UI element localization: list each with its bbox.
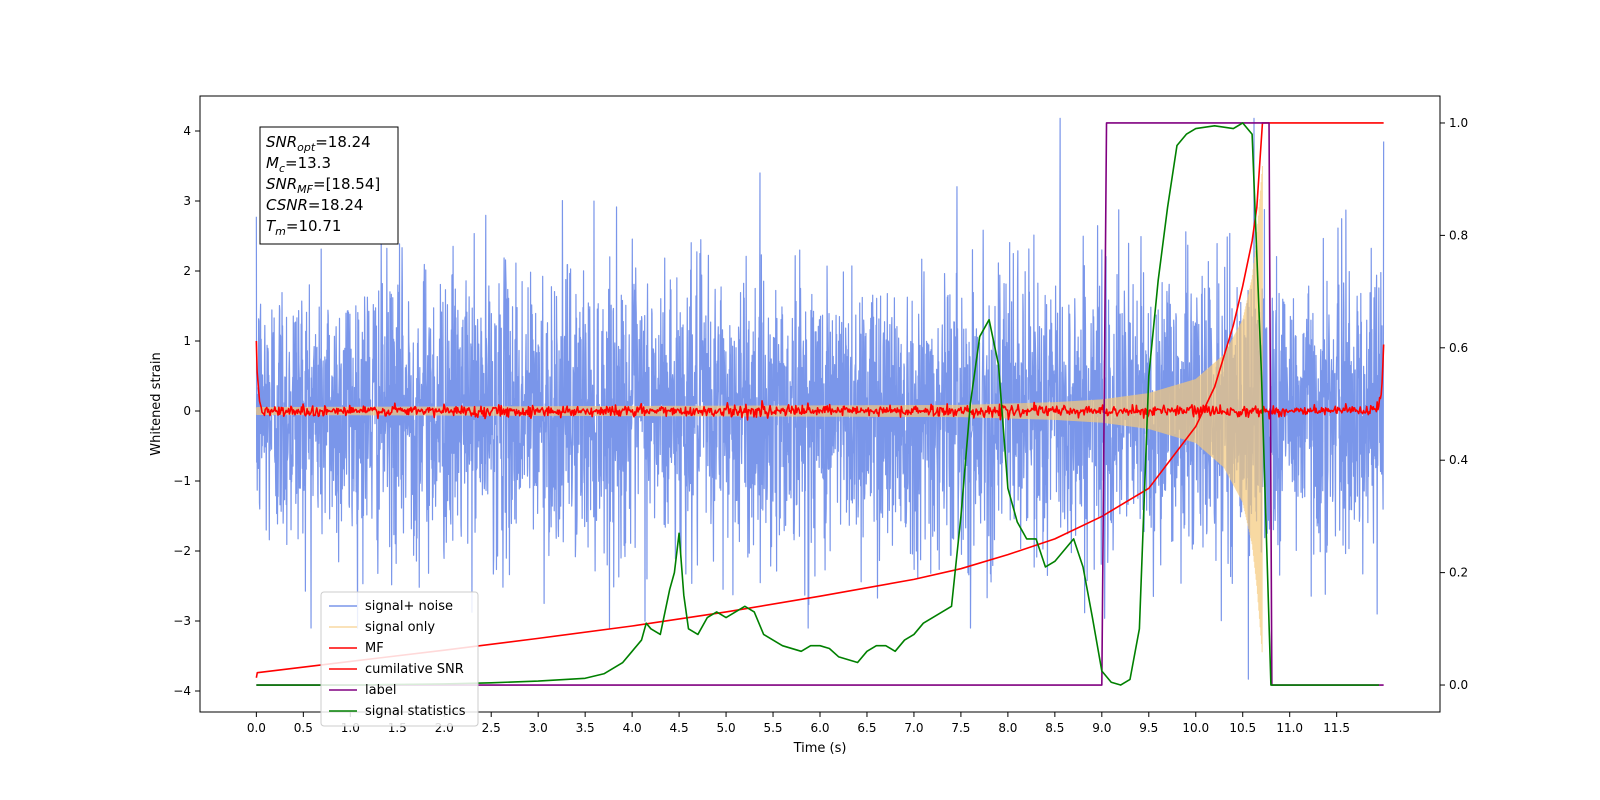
- y-tick-label: 0: [183, 404, 191, 418]
- y-tick-label: −1: [173, 474, 191, 488]
- y-tick-label: −4: [173, 684, 191, 698]
- x-tick-label: 7.0: [904, 721, 923, 735]
- annotation-variable: CSNR: [266, 196, 308, 214]
- annotation-value: =[18.54]: [313, 175, 380, 193]
- x-tick-label: 8.5: [1045, 721, 1064, 735]
- x-tick-label: 10.5: [1229, 721, 1256, 735]
- x-tick-label: 3.0: [529, 721, 548, 735]
- x-tick-label: 4.0: [623, 721, 642, 735]
- annotation-line: CSNR=18.24: [266, 196, 363, 214]
- x-tick-label: 11.5: [1323, 721, 1350, 735]
- y2-tick-label: 0.8: [1449, 228, 1468, 242]
- annotation-subscript: m: [275, 225, 286, 238]
- y-tick-label: −2: [173, 544, 191, 558]
- legend-label: signal+ noise: [365, 599, 453, 614]
- x-tick-label: 10.0: [1182, 721, 1209, 735]
- annotation-line: SNRMF=[18.54]: [266, 175, 380, 196]
- annotation-subscript: opt: [297, 141, 316, 154]
- x-tick-label: 11.0: [1276, 721, 1303, 735]
- y-axis-left: −4 −3 −2 −1 0 1 2 3 4: [173, 124, 200, 698]
- legend-label: signal only: [365, 620, 435, 635]
- legend-label: label: [365, 683, 396, 698]
- y2-tick-label: 0.4: [1449, 453, 1468, 467]
- y-tick-label: −3: [173, 614, 191, 628]
- annotation-subscript: c: [279, 162, 285, 175]
- x-tick-label: 5.5: [763, 721, 782, 735]
- legend-label: MF: [365, 641, 384, 656]
- legend-frame: [320, 591, 479, 727]
- x-tick-label: 4.5: [670, 721, 689, 735]
- annotation-subscript: MF: [297, 183, 313, 196]
- metrics-annotation-box: SNRopt=18.24Mc=13.3SNRMF=[18.54]CSNR=18.…: [259, 126, 399, 245]
- series-line-5: [256, 122, 1379, 686]
- x-tick-label: 9.0: [1092, 721, 1111, 735]
- series-layer: [255, 117, 1385, 686]
- y-tick-label: 3: [183, 194, 191, 208]
- legend-label: signal statistics: [365, 704, 466, 719]
- legend-label: cumilative SNR: [365, 662, 464, 677]
- x-tick-label: 0.0: [247, 721, 266, 735]
- x-tick-label: 6.0: [810, 721, 829, 735]
- series-line-3: [255, 122, 1384, 678]
- x-tick-label: 3.5: [576, 721, 595, 735]
- x-tick-label: 0.5: [294, 721, 313, 735]
- y-tick-label: 4: [183, 124, 191, 138]
- x-tick-label: 6.5: [857, 721, 876, 735]
- series-line-2: [255, 340, 1385, 421]
- annotation-variable: SNR: [266, 133, 297, 151]
- annotation-value: =10.71: [286, 217, 342, 235]
- y2-tick-label: 0.0: [1449, 678, 1468, 692]
- annotation-variable: SNR: [266, 175, 297, 193]
- legend: signal+ noise signal only MF cumilative SNR…: [320, 591, 479, 727]
- x-tick-label: 2.5: [482, 721, 501, 735]
- annotation-value: =13.3: [285, 154, 331, 172]
- y-tick-label: 2: [183, 264, 191, 278]
- annotation-line: Tm=10.71: [266, 217, 341, 238]
- x-tick-label: 8.0: [998, 721, 1017, 735]
- y2-tick-label: 0.2: [1449, 566, 1468, 580]
- series-line-1: [255, 165, 1263, 653]
- annotation-line: SNRopt=18.24: [266, 133, 371, 154]
- y2-tick-label: 1.0: [1449, 116, 1468, 130]
- y2-tick-label: 0.6: [1449, 341, 1468, 355]
- y-axis-label: Whitened strain: [149, 352, 164, 455]
- y-tick-label: 1: [183, 334, 191, 348]
- y-axis-right: 0.0 0.2 0.4 0.6 0.8 1.0: [1440, 116, 1468, 692]
- x-tick-label: 7.5: [951, 721, 970, 735]
- x-tick-label: 9.5: [1139, 721, 1158, 735]
- x-axis-label: Time (s): [793, 741, 847, 756]
- x-tick-label: 5.0: [717, 721, 736, 735]
- annotation-box-frame: [259, 126, 399, 245]
- annotation-variable: T: [266, 217, 277, 235]
- annotation-variable: M: [266, 154, 279, 172]
- annotation-value: =18.24: [308, 196, 364, 214]
- annotation-value: =18.24: [315, 133, 371, 151]
- annotation-line: Mc=13.3: [266, 154, 331, 175]
